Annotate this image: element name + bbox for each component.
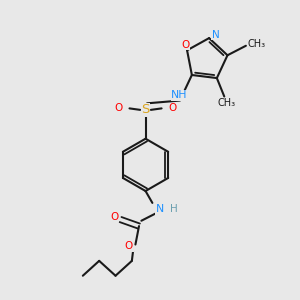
Text: O: O bbox=[125, 241, 133, 251]
Text: O: O bbox=[182, 40, 190, 50]
Text: O: O bbox=[168, 103, 176, 113]
Text: CH₃: CH₃ bbox=[217, 98, 236, 108]
Text: N: N bbox=[212, 29, 220, 40]
Text: O: O bbox=[110, 212, 119, 222]
Text: O: O bbox=[115, 103, 123, 113]
Text: N: N bbox=[156, 204, 164, 214]
Text: NH: NH bbox=[171, 90, 188, 100]
Text: H: H bbox=[170, 204, 178, 214]
Text: S: S bbox=[141, 103, 150, 116]
Text: CH₃: CH₃ bbox=[247, 39, 266, 49]
